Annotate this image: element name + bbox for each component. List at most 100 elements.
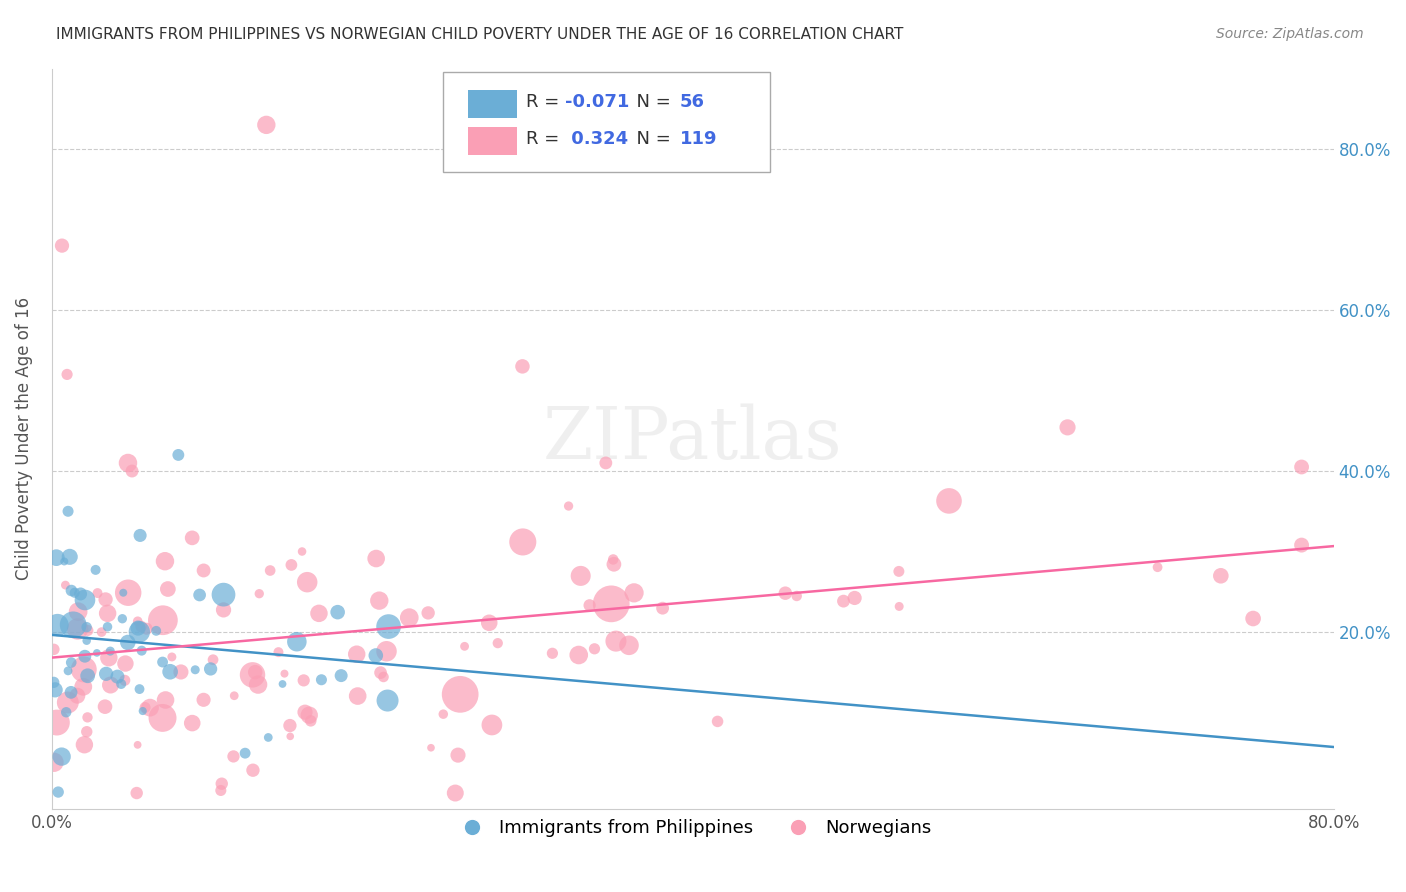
Point [706,714,728,729]
Text: IMMIGRANTS FROM PHILIPPINES VS NORWEGIAN CHILD POVERTY UNDER THE AGE OF 16 CORRE: IMMIGRANTS FROM PHILIPPINES VS NORWEGIAN… [56,27,904,42]
Text: 0.324: 0.324 [564,130,627,148]
Point [308,607,330,621]
Point [420,740,443,755]
Point [56,696,79,710]
Point [432,707,454,722]
Point [56,504,79,518]
Point [211,777,233,791]
Point [114,657,136,671]
Point [193,564,215,578]
Point [651,601,673,615]
Point [242,668,264,682]
Point [278,718,301,732]
Point [76,633,98,648]
Point [222,749,245,764]
Point [51,749,73,764]
Text: R =: R = [526,130,565,148]
Point [257,731,280,745]
Point [184,663,207,677]
Y-axis label: Child Poverty Under the Age of 16: Child Poverty Under the Age of 16 [15,297,32,581]
Point [127,621,149,635]
Text: -0.071: -0.071 [564,93,628,111]
Point [94,592,117,607]
Point [42,642,65,657]
Point [132,704,155,718]
Point [1291,538,1313,552]
Point [60,656,83,670]
Legend: Immigrants from Philippines, Norwegians: Immigrants from Philippines, Norwegians [447,812,939,845]
Text: ZIPatlas: ZIPatlas [543,403,842,474]
Point [60,685,83,699]
Point [364,648,387,663]
Point [938,494,960,508]
Point [55,578,77,592]
Text: 119: 119 [681,130,717,148]
Point [600,597,623,611]
Point [242,763,264,777]
Point [267,645,290,659]
Point [60,583,83,598]
Point [127,738,149,752]
Point [67,605,90,619]
Text: N =: N = [624,130,676,148]
Point [786,589,808,603]
Point [72,680,94,694]
Point [377,693,399,707]
Point [117,635,139,649]
Point [294,705,316,719]
Point [326,605,349,619]
Point [110,677,132,691]
Point [366,551,388,566]
Point [447,748,470,763]
Point [212,603,235,617]
Point [292,673,315,688]
Point [285,634,308,648]
Point [76,724,98,739]
Point [160,649,183,664]
Point [1146,560,1168,574]
Point [167,448,190,462]
Point [139,700,162,714]
Point [98,644,121,658]
Point [311,673,333,687]
Point [159,665,181,679]
Point [398,610,420,624]
Point [200,662,222,676]
Point [1241,611,1264,625]
Point [844,591,866,605]
Point [278,730,301,744]
Point [247,587,270,601]
Point [121,464,143,478]
Point [42,756,65,770]
Point [212,588,235,602]
Text: R =: R = [526,93,565,111]
Point [346,647,368,661]
Point [155,693,177,707]
Point [583,641,606,656]
Point [188,588,211,602]
Point [97,650,120,665]
Point [247,677,270,691]
Point [617,638,640,652]
Point [76,669,98,683]
Point [86,586,108,600]
Point [97,607,120,621]
Point [112,585,135,599]
Point [887,565,910,579]
Text: Source: ZipAtlas.com: Source: ZipAtlas.com [1216,27,1364,41]
Point [46,618,69,632]
Point [418,606,440,620]
Point [45,715,67,730]
Point [298,708,321,723]
Point [273,666,295,681]
Point [117,585,139,599]
Text: N =: N = [624,93,676,111]
Point [775,586,797,600]
Point [125,786,148,800]
Point [224,689,246,703]
Point [62,617,84,632]
Point [44,682,66,697]
Point [193,693,215,707]
Point [107,670,129,684]
FancyBboxPatch shape [443,72,769,172]
